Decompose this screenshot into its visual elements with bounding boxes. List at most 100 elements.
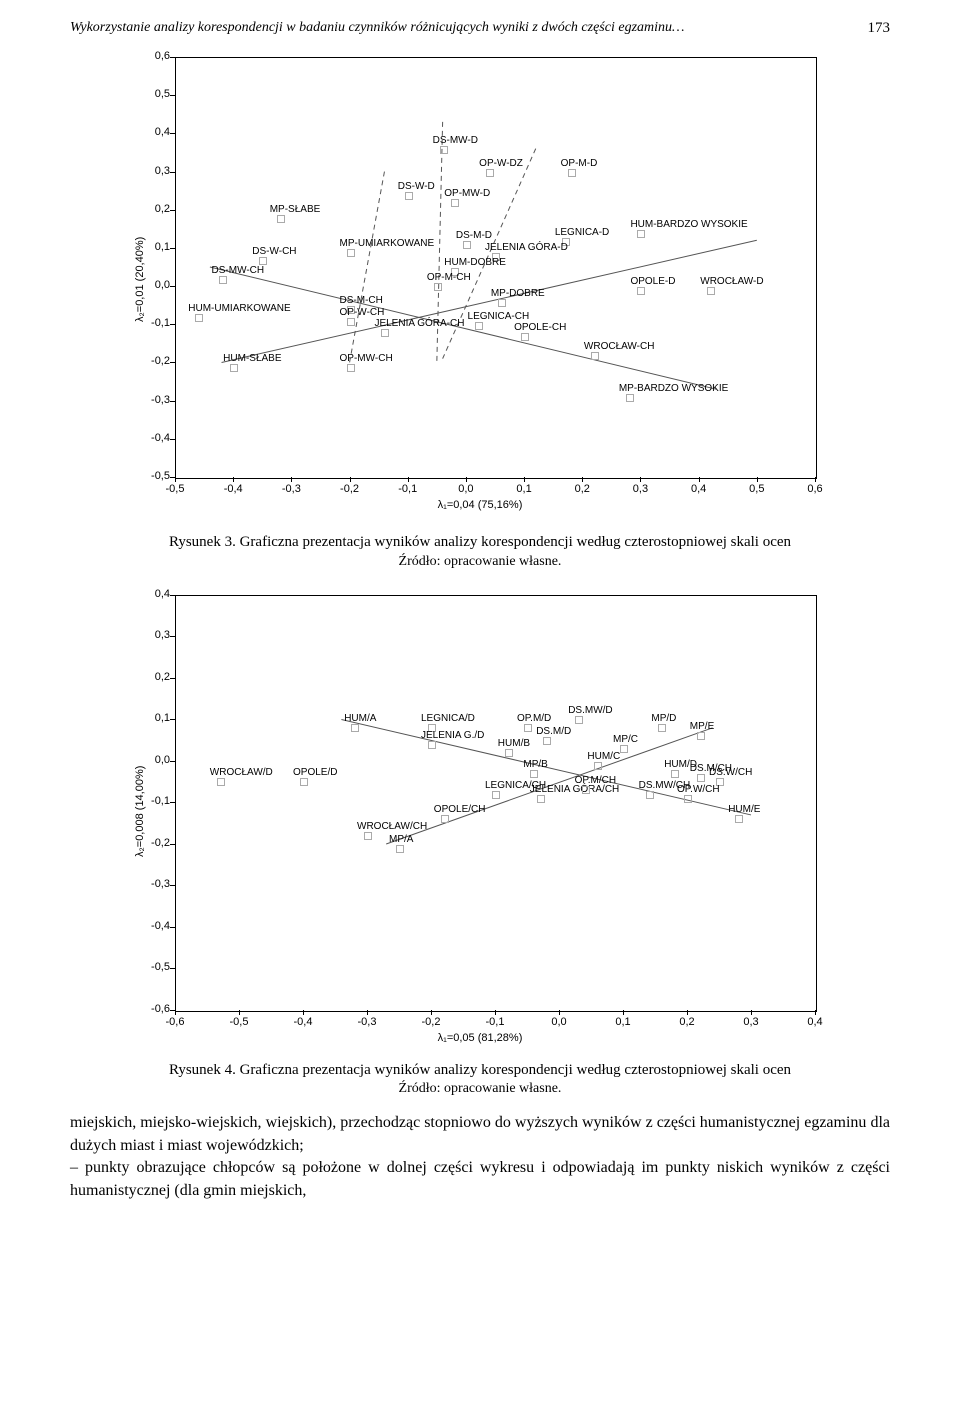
xtick-mark — [350, 477, 351, 482]
figure-4-caption: Rysunek 4. Graficzna prezentacja wyników… — [70, 1061, 890, 1099]
figure-3-caption-source: Źródło: opracowanie własne. — [70, 553, 890, 571]
ytick-label: 0,1 — [142, 712, 170, 724]
point-label: DS-M-D — [456, 230, 492, 241]
xtick-mark — [582, 477, 583, 482]
xtick-mark — [687, 1010, 688, 1015]
point-label: MP/E — [690, 721, 714, 732]
ytick-label: -0,4 — [142, 920, 170, 932]
point-label: OPOLE/CH — [434, 804, 486, 815]
point-marker — [396, 845, 404, 853]
xtick-mark — [559, 1010, 560, 1015]
xtick-label: 0,3 — [625, 483, 655, 495]
point-marker — [300, 778, 308, 786]
point-label: LEGNICA-D — [555, 227, 609, 238]
ytick-label: 0,1 — [142, 241, 170, 253]
xtick-mark — [233, 477, 234, 482]
point-label: MP-BARDZO WYSOKIE — [619, 383, 728, 394]
point-marker — [637, 287, 645, 295]
xlabel: λ₁=0,05 (81,28%) — [120, 1032, 840, 1044]
ytick-label: -0,6 — [142, 1003, 170, 1015]
ylabel: λ₂=0,01 (20,40%) — [134, 237, 146, 322]
xtick-mark — [524, 477, 525, 482]
ytick-mark — [170, 885, 175, 886]
point-label: OP.M/CH — [575, 775, 617, 786]
point-label: WROCŁAW-D — [700, 276, 763, 287]
ytick-label: -0,4 — [142, 432, 170, 444]
xtick-label: 0,1 — [608, 1016, 638, 1028]
ytick-label: 0,2 — [142, 203, 170, 215]
ytick-label: -0,1 — [142, 795, 170, 807]
point-marker — [217, 778, 225, 786]
point-marker — [568, 169, 576, 177]
point-marker — [441, 815, 449, 823]
figure-4-caption-line1: Rysunek 4. Graficzna prezentacja wyników… — [169, 1062, 791, 1078]
point-marker — [521, 333, 529, 341]
point-label: HUM-UMIARKOWANE — [188, 303, 290, 314]
ytick-mark — [170, 248, 175, 249]
figure-4-chart: -0,6-0,5-0,4-0,3-0,2-0,10,00,10,20,30,4-… — [120, 585, 840, 1055]
point-label: DS-M-CH — [340, 295, 383, 306]
xtick-mark — [751, 1010, 752, 1015]
xtick-label: 0,5 — [742, 483, 772, 495]
point-label: OP-M-D — [561, 158, 598, 169]
ytick-label: 0,6 — [142, 50, 170, 62]
point-label: OPOLE/D — [293, 767, 337, 778]
ytick-label: 0,5 — [142, 88, 170, 100]
point-label: HUM/E — [728, 804, 760, 815]
xtick-label: 0,4 — [684, 483, 714, 495]
point-marker — [230, 364, 238, 372]
point-marker — [347, 249, 355, 257]
ytick-mark — [170, 439, 175, 440]
page-number: 173 — [858, 20, 891, 37]
point-marker — [735, 815, 743, 823]
point-marker — [591, 352, 599, 360]
ytick-mark — [170, 95, 175, 96]
ylabel: λ₂=0,008 (14,00%) — [134, 766, 146, 857]
point-label: DS-MW-D — [433, 135, 478, 146]
xtick-mark — [367, 1010, 368, 1015]
point-label: OP-W-DZ — [479, 158, 523, 169]
xtick-label: -0,3 — [276, 483, 306, 495]
point-label: OPOLE-D — [630, 276, 675, 287]
point-label: OP-W-CH — [340, 307, 385, 318]
point-marker — [707, 287, 715, 295]
point-label: OP.M/D — [517, 713, 551, 724]
ytick-mark — [170, 595, 175, 596]
point-label: OP.W/CH — [677, 784, 720, 795]
point-label: HUM-DOBRE — [444, 257, 506, 268]
ytick-mark — [170, 844, 175, 845]
point-marker — [530, 770, 538, 778]
point-label: MP/C — [613, 734, 638, 745]
point-marker — [475, 322, 483, 330]
xtick-mark — [815, 477, 816, 482]
point-marker — [351, 724, 359, 732]
point-label: DS-MW-CH — [212, 265, 265, 276]
ytick-mark — [170, 133, 175, 134]
ytick-label: 0,3 — [142, 629, 170, 641]
point-marker — [537, 795, 545, 803]
point-marker — [697, 732, 705, 740]
xtick-label: -0,1 — [480, 1016, 510, 1028]
xtick-label: -0,4 — [288, 1016, 318, 1028]
point-label: MP/B — [523, 759, 547, 770]
xlabel: λ₁=0,04 (75,16%) — [120, 499, 840, 511]
point-marker — [347, 318, 355, 326]
xtick-label: -0,4 — [218, 483, 248, 495]
ytick-mark — [170, 57, 175, 58]
point-label: DS.W/CH — [709, 767, 752, 778]
xtick-mark — [466, 477, 467, 482]
point-marker — [486, 169, 494, 177]
running-header: Wykorzystanie analizy korespondencji w b… — [70, 20, 890, 37]
xtick-mark — [623, 1010, 624, 1015]
xtick-label: 0,1 — [509, 483, 539, 495]
xtick-label: -0,1 — [393, 483, 423, 495]
ytick-label: -0,5 — [142, 470, 170, 482]
point-label: JELENIA GÓRA-D — [485, 242, 568, 253]
point-label: HUM/B — [498, 738, 530, 749]
point-label: WROCŁAW/D — [210, 767, 273, 778]
ytick-label: -0,1 — [142, 317, 170, 329]
figure-3-caption: Rysunek 3. Graficzna prezentacja wyników… — [70, 533, 890, 571]
point-label: DS-W-D — [398, 181, 435, 192]
point-label: OP-M-CH — [427, 272, 471, 283]
point-marker — [620, 745, 628, 753]
